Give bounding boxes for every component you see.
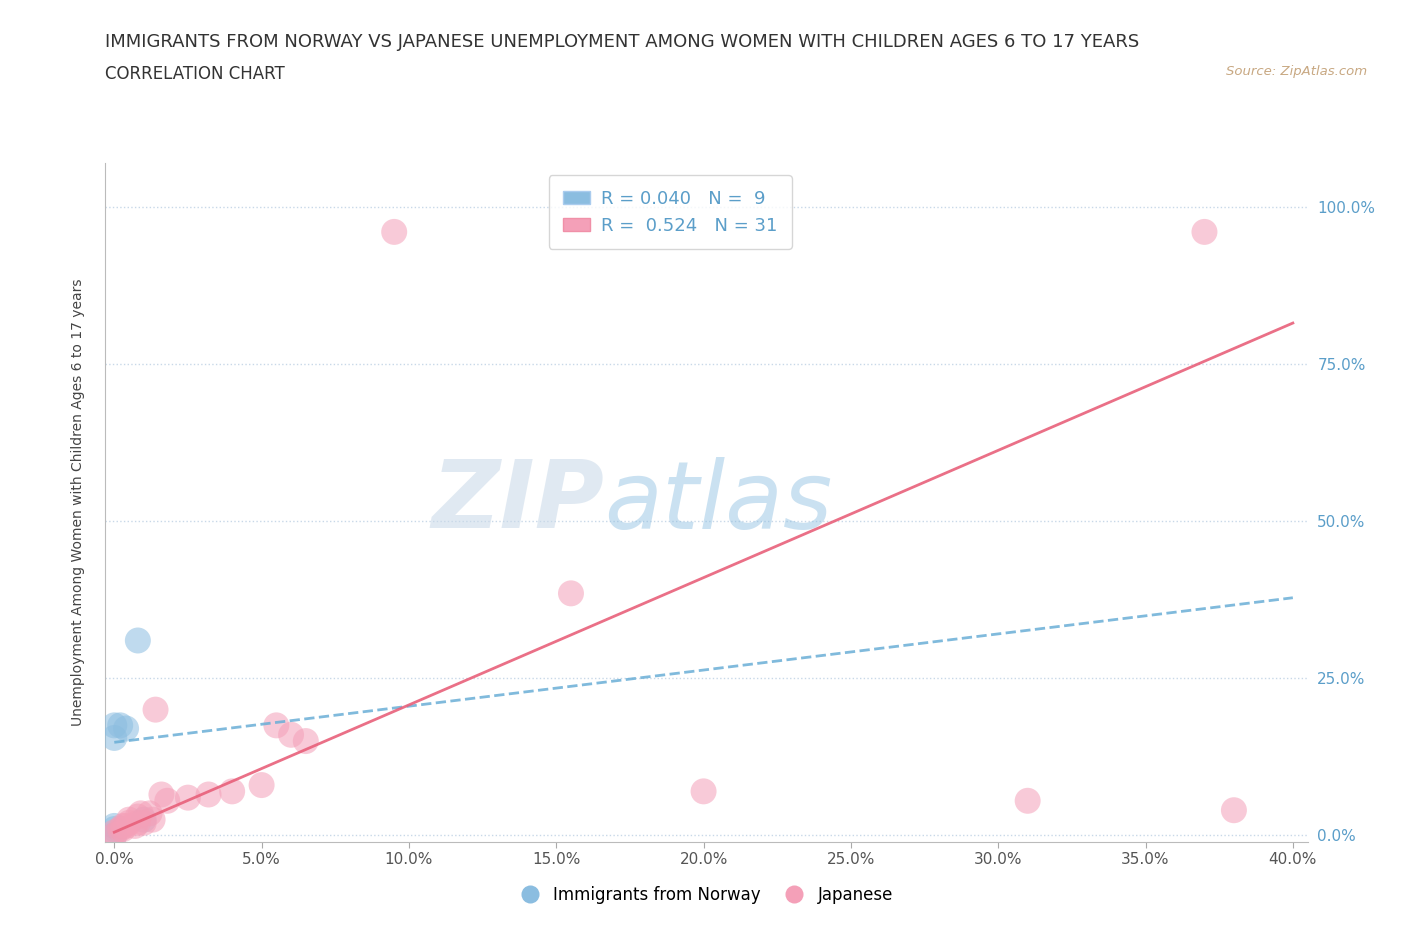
Text: IMMIGRANTS FROM NORWAY VS JAPANESE UNEMPLOYMENT AMONG WOMEN WITH CHILDREN AGES 6: IMMIGRANTS FROM NORWAY VS JAPANESE UNEMP… (105, 33, 1140, 50)
Point (115, 721, 138, 736)
Text: Source: ZipAtlas.com: Source: ZipAtlas.com (1226, 65, 1367, 78)
Point (127, 809, 149, 824)
Point (103, 818, 125, 833)
Point (197, 787, 219, 802)
Point (145, 702, 167, 717)
Point (560, 586, 582, 601)
Text: CORRELATION CHART: CORRELATION CHART (105, 65, 285, 83)
Point (127, 816, 149, 830)
Point (132, 816, 155, 830)
Point (129, 806, 152, 821)
Point (138, 806, 160, 821)
Point (103, 828, 125, 843)
Point (177, 790, 200, 805)
Point (382, 224, 405, 239)
Point (221, 784, 243, 799)
Point (1194, 224, 1216, 239)
Point (294, 734, 316, 749)
Point (156, 793, 179, 808)
Text: atlas: atlas (605, 457, 832, 548)
Point (124, 818, 146, 833)
Point (112, 818, 135, 833)
Point (115, 818, 138, 833)
Point (266, 718, 288, 733)
Point (103, 821, 125, 836)
Text: ZIP: ZIP (432, 457, 605, 548)
Point (280, 727, 302, 742)
Point (132, 812, 155, 827)
Point (250, 777, 273, 792)
Point (127, 633, 149, 648)
Point (150, 787, 173, 802)
Point (108, 718, 131, 733)
Point (103, 828, 125, 843)
Legend: R = 0.040   N =  9, R =  0.524   N = 31: R = 0.040 N = 9, R = 0.524 N = 31 (548, 175, 792, 249)
Point (112, 821, 135, 836)
Point (692, 784, 714, 799)
Point (118, 816, 141, 830)
Point (142, 812, 165, 827)
Point (103, 718, 125, 733)
Point (103, 825, 125, 840)
Point (118, 812, 141, 827)
Point (1223, 803, 1246, 817)
Y-axis label: Unemployment Among Women with Children Ages 6 to 17 years: Unemployment Among Women with Children A… (70, 278, 84, 726)
Point (108, 821, 131, 836)
Legend: Immigrants from Norway, Japanese: Immigrants from Norway, Japanese (506, 879, 900, 910)
Point (1017, 793, 1039, 808)
Point (103, 730, 125, 745)
